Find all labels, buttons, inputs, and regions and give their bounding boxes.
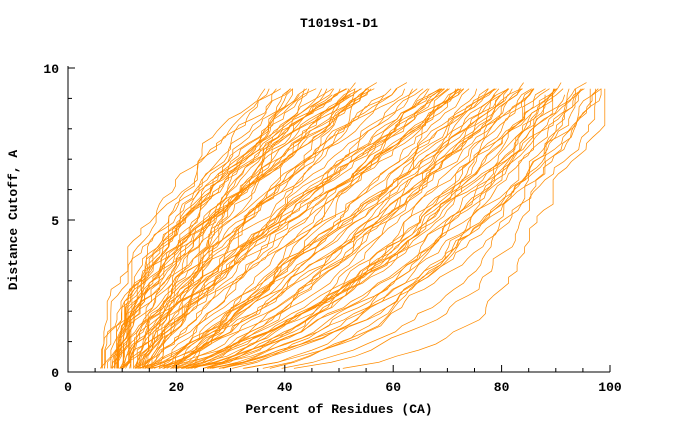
model-curve	[191, 88, 470, 369]
model-curve	[207, 88, 534, 369]
model-curve	[120, 82, 408, 369]
model-curve	[180, 88, 523, 369]
model-curve	[123, 88, 323, 369]
model-curve	[117, 94, 355, 369]
model-curve	[135, 94, 385, 369]
x-tick-label: 20	[169, 380, 185, 395]
model-curve	[281, 88, 591, 369]
model-curve	[134, 88, 465, 369]
x-tick-label: 60	[385, 380, 401, 395]
model-curve	[107, 88, 305, 369]
model-curve	[101, 88, 266, 369]
model-curve	[185, 94, 546, 369]
axes	[67, 66, 611, 373]
model-curve	[176, 88, 550, 369]
model-curve	[186, 88, 510, 369]
model-curve	[162, 88, 465, 369]
model-curve	[342, 88, 606, 369]
model-curve	[202, 88, 522, 369]
model-curve	[194, 88, 513, 369]
x-axis-label: Percent of Residues (CA)	[245, 402, 432, 417]
model-curve	[293, 88, 596, 369]
model-curve	[137, 88, 356, 369]
model-curve	[142, 88, 442, 369]
model-curve	[130, 88, 292, 369]
model-curve	[163, 88, 443, 369]
model-curve	[145, 88, 489, 369]
y-axis-label: Distance Cutoff, A	[6, 150, 21, 291]
y-tick-label: 0	[51, 366, 59, 381]
model-curve	[133, 88, 405, 369]
model-curve	[186, 82, 587, 369]
model-curve	[151, 88, 535, 369]
model-curve	[139, 88, 441, 369]
model-curve	[262, 88, 570, 369]
model-curve	[103, 88, 317, 369]
model-curve	[120, 88, 460, 369]
model-curve	[104, 88, 291, 369]
model-curve	[99, 88, 270, 369]
model-curve	[166, 88, 462, 369]
x-tick-label: 0	[64, 380, 72, 395]
model-curve	[149, 88, 418, 369]
model-curve	[140, 88, 398, 369]
model-curve	[219, 88, 556, 369]
model-curve	[242, 88, 602, 369]
model-curve	[110, 88, 333, 369]
model-curve	[114, 88, 294, 369]
model-curve	[136, 88, 445, 369]
y-tick-label: 5	[51, 214, 59, 229]
model-curve	[116, 82, 356, 369]
model-curve	[114, 88, 310, 369]
model-curves	[99, 82, 606, 369]
model-curve	[232, 88, 583, 369]
model-curve	[170, 88, 495, 369]
chart-title: T1019s1-D1	[300, 16, 378, 31]
model-curve	[159, 88, 509, 369]
model-curve	[222, 88, 555, 369]
model-curve	[112, 82, 377, 369]
model-curve	[116, 88, 293, 369]
model-curve	[202, 88, 532, 369]
tick-labels: 0 20 40 60 80 100 0 5 10	[43, 62, 622, 395]
model-curve	[269, 88, 582, 369]
model-curve	[125, 88, 361, 369]
model-curve	[114, 94, 300, 369]
model-curve	[212, 88, 534, 369]
x-tick-label: 80	[494, 380, 510, 395]
model-curve	[180, 88, 554, 369]
model-curve	[209, 88, 576, 369]
model-curve	[175, 82, 524, 369]
model-curve	[142, 88, 392, 369]
model-curve	[181, 88, 500, 369]
model-curve	[137, 88, 535, 369]
model-curve	[122, 88, 444, 369]
model-curve	[102, 88, 369, 369]
model-curve	[203, 94, 566, 369]
model-curve	[176, 88, 546, 369]
model-curve	[148, 88, 497, 369]
model-curve	[151, 88, 362, 369]
y-tick-label: 10	[43, 62, 59, 77]
x-tick-label: 40	[277, 380, 293, 395]
model-curve	[187, 88, 599, 369]
model-curve	[190, 88, 585, 369]
model-curve	[134, 88, 489, 369]
x-tick-label: 100	[598, 380, 622, 395]
